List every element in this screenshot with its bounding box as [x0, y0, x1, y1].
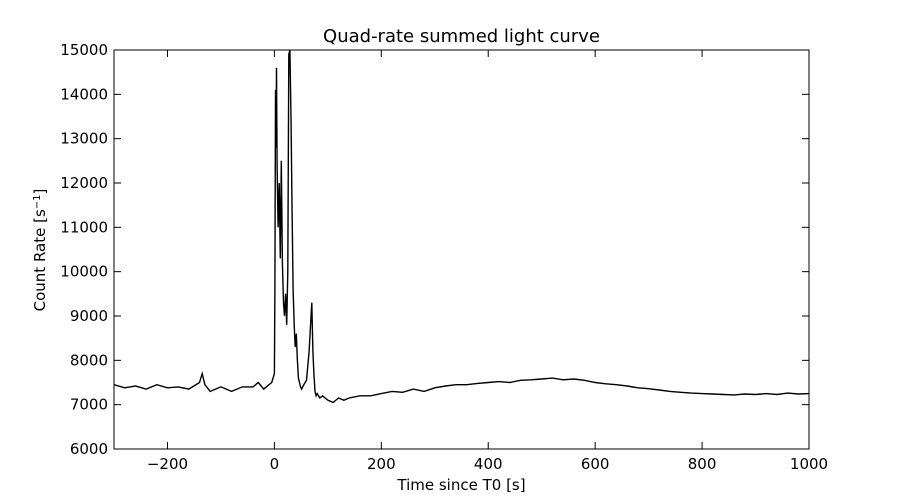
- plot-frame: [113, 49, 810, 450]
- y-tick-label: 13000: [60, 130, 108, 148]
- y-tick-label: 12000: [60, 174, 108, 192]
- x-tick-label: 800: [688, 455, 717, 473]
- y-axis-label-main: Count Rate [s: [31, 209, 49, 311]
- plot-area: [113, 49, 810, 450]
- x-tick-label: 0: [270, 455, 280, 473]
- x-axis: −200 0 200 400 600 800 1000: [147, 50, 828, 473]
- x-tick-label: 1000: [790, 455, 828, 473]
- chart-title: Quad-rate summed light curve: [323, 26, 600, 47]
- y-tick-label: 15000: [60, 41, 108, 59]
- y-tick-label: 9000: [70, 307, 108, 325]
- y-tick-label: 6000: [70, 440, 108, 458]
- y-axis-label: Count Rate [s−1]: [31, 189, 49, 312]
- x-tick-label: −200: [147, 455, 188, 473]
- y-tick-label: 11000: [60, 218, 108, 236]
- x-axis-label: Time since T0 [s]: [396, 476, 525, 494]
- y-tick-label: 10000: [60, 263, 108, 281]
- x-tick-label: 200: [367, 455, 396, 473]
- light-curve-line: [113, 49, 810, 404]
- y-axis-label-superscript: −1: [32, 194, 43, 209]
- x-tick-label: 400: [474, 455, 503, 473]
- y-axis-label-end: ]: [31, 189, 49, 195]
- x-tick-label: 600: [581, 455, 610, 473]
- y-axis: 6000 7000 8000 9000 10000 11000 12000 13000 1400…: [60, 41, 809, 458]
- y-tick-label: 7000: [70, 396, 108, 414]
- y-tick-label: 8000: [70, 351, 108, 369]
- y-tick-label: 14000: [60, 85, 108, 103]
